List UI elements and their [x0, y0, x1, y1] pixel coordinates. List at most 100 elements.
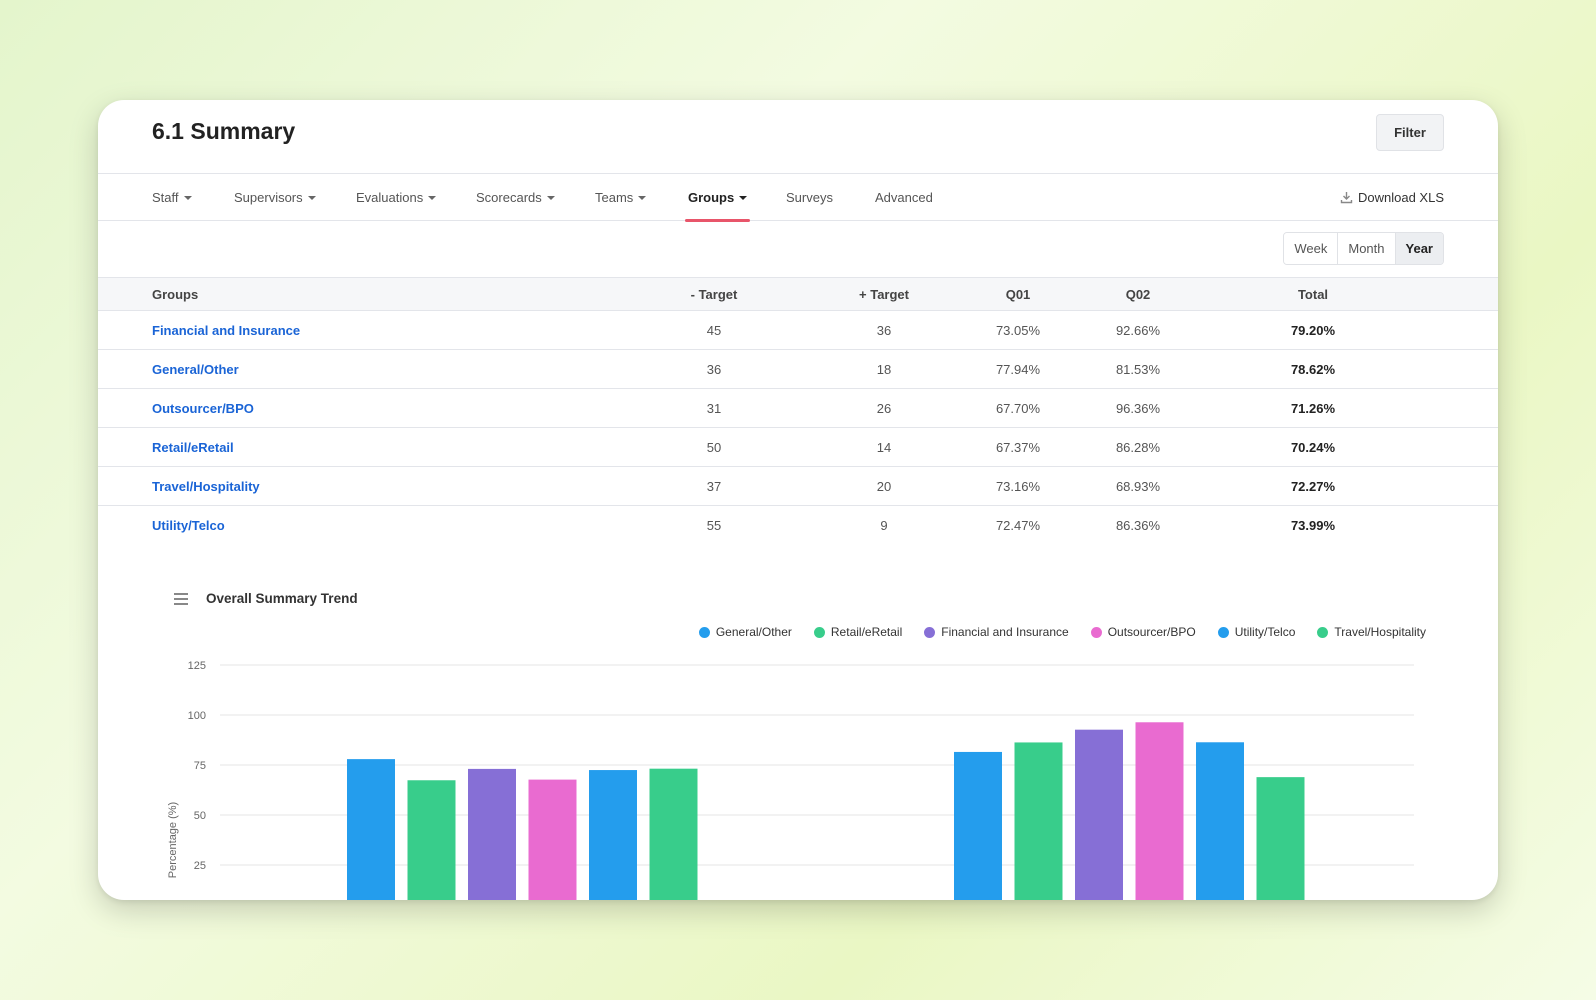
- tab-label: Supervisors: [234, 190, 303, 205]
- legend-label: General/Other: [715, 625, 792, 639]
- legend-dot: [1217, 626, 1229, 638]
- y-tick-label: 25: [194, 860, 206, 872]
- legend-dot: [813, 626, 825, 638]
- bar-q02-retail-eretail[interactable]: [1014, 742, 1063, 900]
- group-link[interactable]: Outsourcer/BPO: [152, 400, 254, 416]
- period-week-button[interactable]: Week: [1284, 233, 1339, 264]
- tab-staff[interactable]: Staff: [152, 174, 192, 221]
- legend-dot: [698, 626, 710, 638]
- q01-value: 67.37%: [995, 439, 1041, 455]
- caret-down-icon: [183, 196, 192, 200]
- legend-item[interactable]: Travel/Hospitality: [1317, 625, 1426, 639]
- period-month-button[interactable]: Month: [1338, 233, 1396, 264]
- tab-surveys[interactable]: Surveys: [786, 174, 833, 221]
- bar-q01-travel-hospitality[interactable]: [649, 768, 698, 900]
- legend-item[interactable]: Outsourcer/BPO: [1090, 625, 1196, 639]
- y-tick-label: 100: [188, 710, 206, 722]
- bar-q01-financial-and-insurance[interactable]: [468, 768, 516, 900]
- column-header-q01: Q01: [1005, 286, 1031, 302]
- legend-dot: [1090, 626, 1102, 638]
- y-axis-label: Percentage (%): [167, 802, 179, 878]
- bar-q01-retail-eretail[interactable]: [407, 780, 456, 900]
- group-link[interactable]: Travel/Hospitality: [152, 478, 260, 494]
- groups-table: Groups - Target + Target Q01 Q02 Total F…: [98, 277, 1498, 545]
- legend-item[interactable]: Financial and Insurance: [924, 625, 1069, 639]
- legend-dot: [1317, 626, 1329, 638]
- bar-q02-financial-and-insurance[interactable]: [1075, 729, 1123, 900]
- plus-target-value: 26: [876, 400, 892, 416]
- legend-label: Utility/Telco: [1234, 625, 1296, 639]
- group-link[interactable]: Retail/eRetail: [152, 439, 234, 455]
- group-link[interactable]: General/Other: [152, 361, 239, 377]
- q01-value: 73.05%: [995, 322, 1041, 338]
- q02-value: 68.93%: [1115, 478, 1161, 494]
- q02-value: 96.36%: [1115, 400, 1161, 416]
- bar-q01-outsourcer-bpo[interactable]: [528, 779, 577, 900]
- group-link[interactable]: Financial and Insurance: [152, 322, 301, 338]
- group-link[interactable]: Utility/Telco: [152, 518, 225, 533]
- minus-target-value: 36: [706, 361, 722, 377]
- tab-evaluations[interactable]: Evaluations: [356, 174, 437, 221]
- table-row: Travel/Hospitality 37 20 73.16% 68.93% 7…: [98, 467, 1498, 506]
- table-header: Groups - Target + Target Q01 Q02 Total: [98, 277, 1498, 311]
- tab-label: Staff: [152, 190, 179, 205]
- column-header-total: Total: [1297, 286, 1329, 302]
- column-header-minus-target: - Target: [690, 286, 738, 302]
- tab-label: Advanced: [875, 190, 933, 205]
- bar-q02-outsourcer-bpo[interactable]: [1135, 722, 1184, 900]
- table-row: Retail/eRetail 50 14 67.37% 86.28% 70.24…: [98, 428, 1498, 467]
- legend-item[interactable]: General/Other: [698, 625, 792, 639]
- bar-q02-general-other[interactable]: [954, 751, 1002, 900]
- tab-groups[interactable]: Groups: [684, 174, 751, 222]
- tab-bar: Staff Supervisors Evaluations Scorecards…: [98, 174, 1498, 222]
- tab-advanced[interactable]: Advanced: [875, 174, 933, 221]
- total-value: 73.99%: [1290, 518, 1336, 533]
- tab-scorecards[interactable]: Scorecards: [476, 174, 555, 221]
- legend-dot: [924, 626, 936, 638]
- download-xls-button[interactable]: Download XLS: [1340, 174, 1444, 221]
- caret-down-icon: [428, 196, 437, 200]
- total-value: 79.20%: [1290, 322, 1336, 338]
- chart-title: Overall Summary Trend: [206, 591, 358, 606]
- tab-label: Scorecards: [476, 190, 542, 205]
- bar-q02-utility-telco[interactable]: [1196, 742, 1244, 900]
- column-header-q02: Q02: [1125, 286, 1151, 302]
- y-tick-label: 50: [194, 810, 206, 822]
- q02-value: 86.28%: [1115, 439, 1161, 455]
- q02-value: 92.66%: [1115, 322, 1161, 338]
- column-header-groups: Groups: [152, 286, 199, 302]
- total-value: 78.62%: [1290, 361, 1336, 377]
- chart-menu-icon[interactable]: [174, 593, 188, 605]
- total-value: 71.26%: [1290, 400, 1336, 416]
- total-value: 72.27%: [1290, 478, 1336, 494]
- bar-q01-general-other[interactable]: [347, 759, 395, 900]
- y-tick-label: 125: [188, 660, 206, 672]
- plus-target-value: 9: [880, 518, 888, 533]
- table-row: Utility/Telco 55 9 72.47% 86.36% 73.99%: [98, 506, 1498, 545]
- bar-q01-utility-telco[interactable]: [589, 770, 637, 900]
- plus-target-value: 36: [876, 322, 892, 338]
- q01-value: 72.47%: [995, 518, 1041, 533]
- minus-target-value: 50: [706, 439, 722, 455]
- page-header: 6.1 Summary Filter: [98, 100, 1498, 174]
- q01-value: 67.70%: [995, 400, 1041, 416]
- q01-value: 73.16%: [995, 478, 1041, 494]
- minus-target-value: 37: [706, 478, 722, 494]
- table-row: Outsourcer/BPO 31 26 67.70% 96.36% 71.26…: [98, 389, 1498, 428]
- period-year-button[interactable]: Year: [1395, 233, 1443, 264]
- filter-button[interactable]: Filter: [1376, 114, 1444, 151]
- legend-item[interactable]: Retail/eRetail: [813, 625, 902, 639]
- legend-label: Outsourcer/BPO: [1107, 625, 1196, 639]
- caret-down-icon: [638, 196, 647, 200]
- caret-down-icon: [739, 196, 748, 200]
- tab-teams[interactable]: Teams: [595, 174, 647, 221]
- total-value: 70.24%: [1290, 439, 1336, 455]
- plus-target-value: 14: [876, 439, 892, 455]
- download-icon: [1340, 192, 1353, 204]
- column-header-plus-target: + Target: [859, 286, 909, 302]
- bar-q02-travel-hospitality[interactable]: [1256, 777, 1305, 900]
- overall-summary-chart: 25 50 75 100 125 Percentage (%): [167, 660, 1414, 900]
- legend-item[interactable]: Utility/Telco: [1217, 625, 1296, 639]
- legend-label: Financial and Insurance: [941, 625, 1069, 639]
- tab-supervisors[interactable]: Supervisors: [234, 174, 316, 221]
